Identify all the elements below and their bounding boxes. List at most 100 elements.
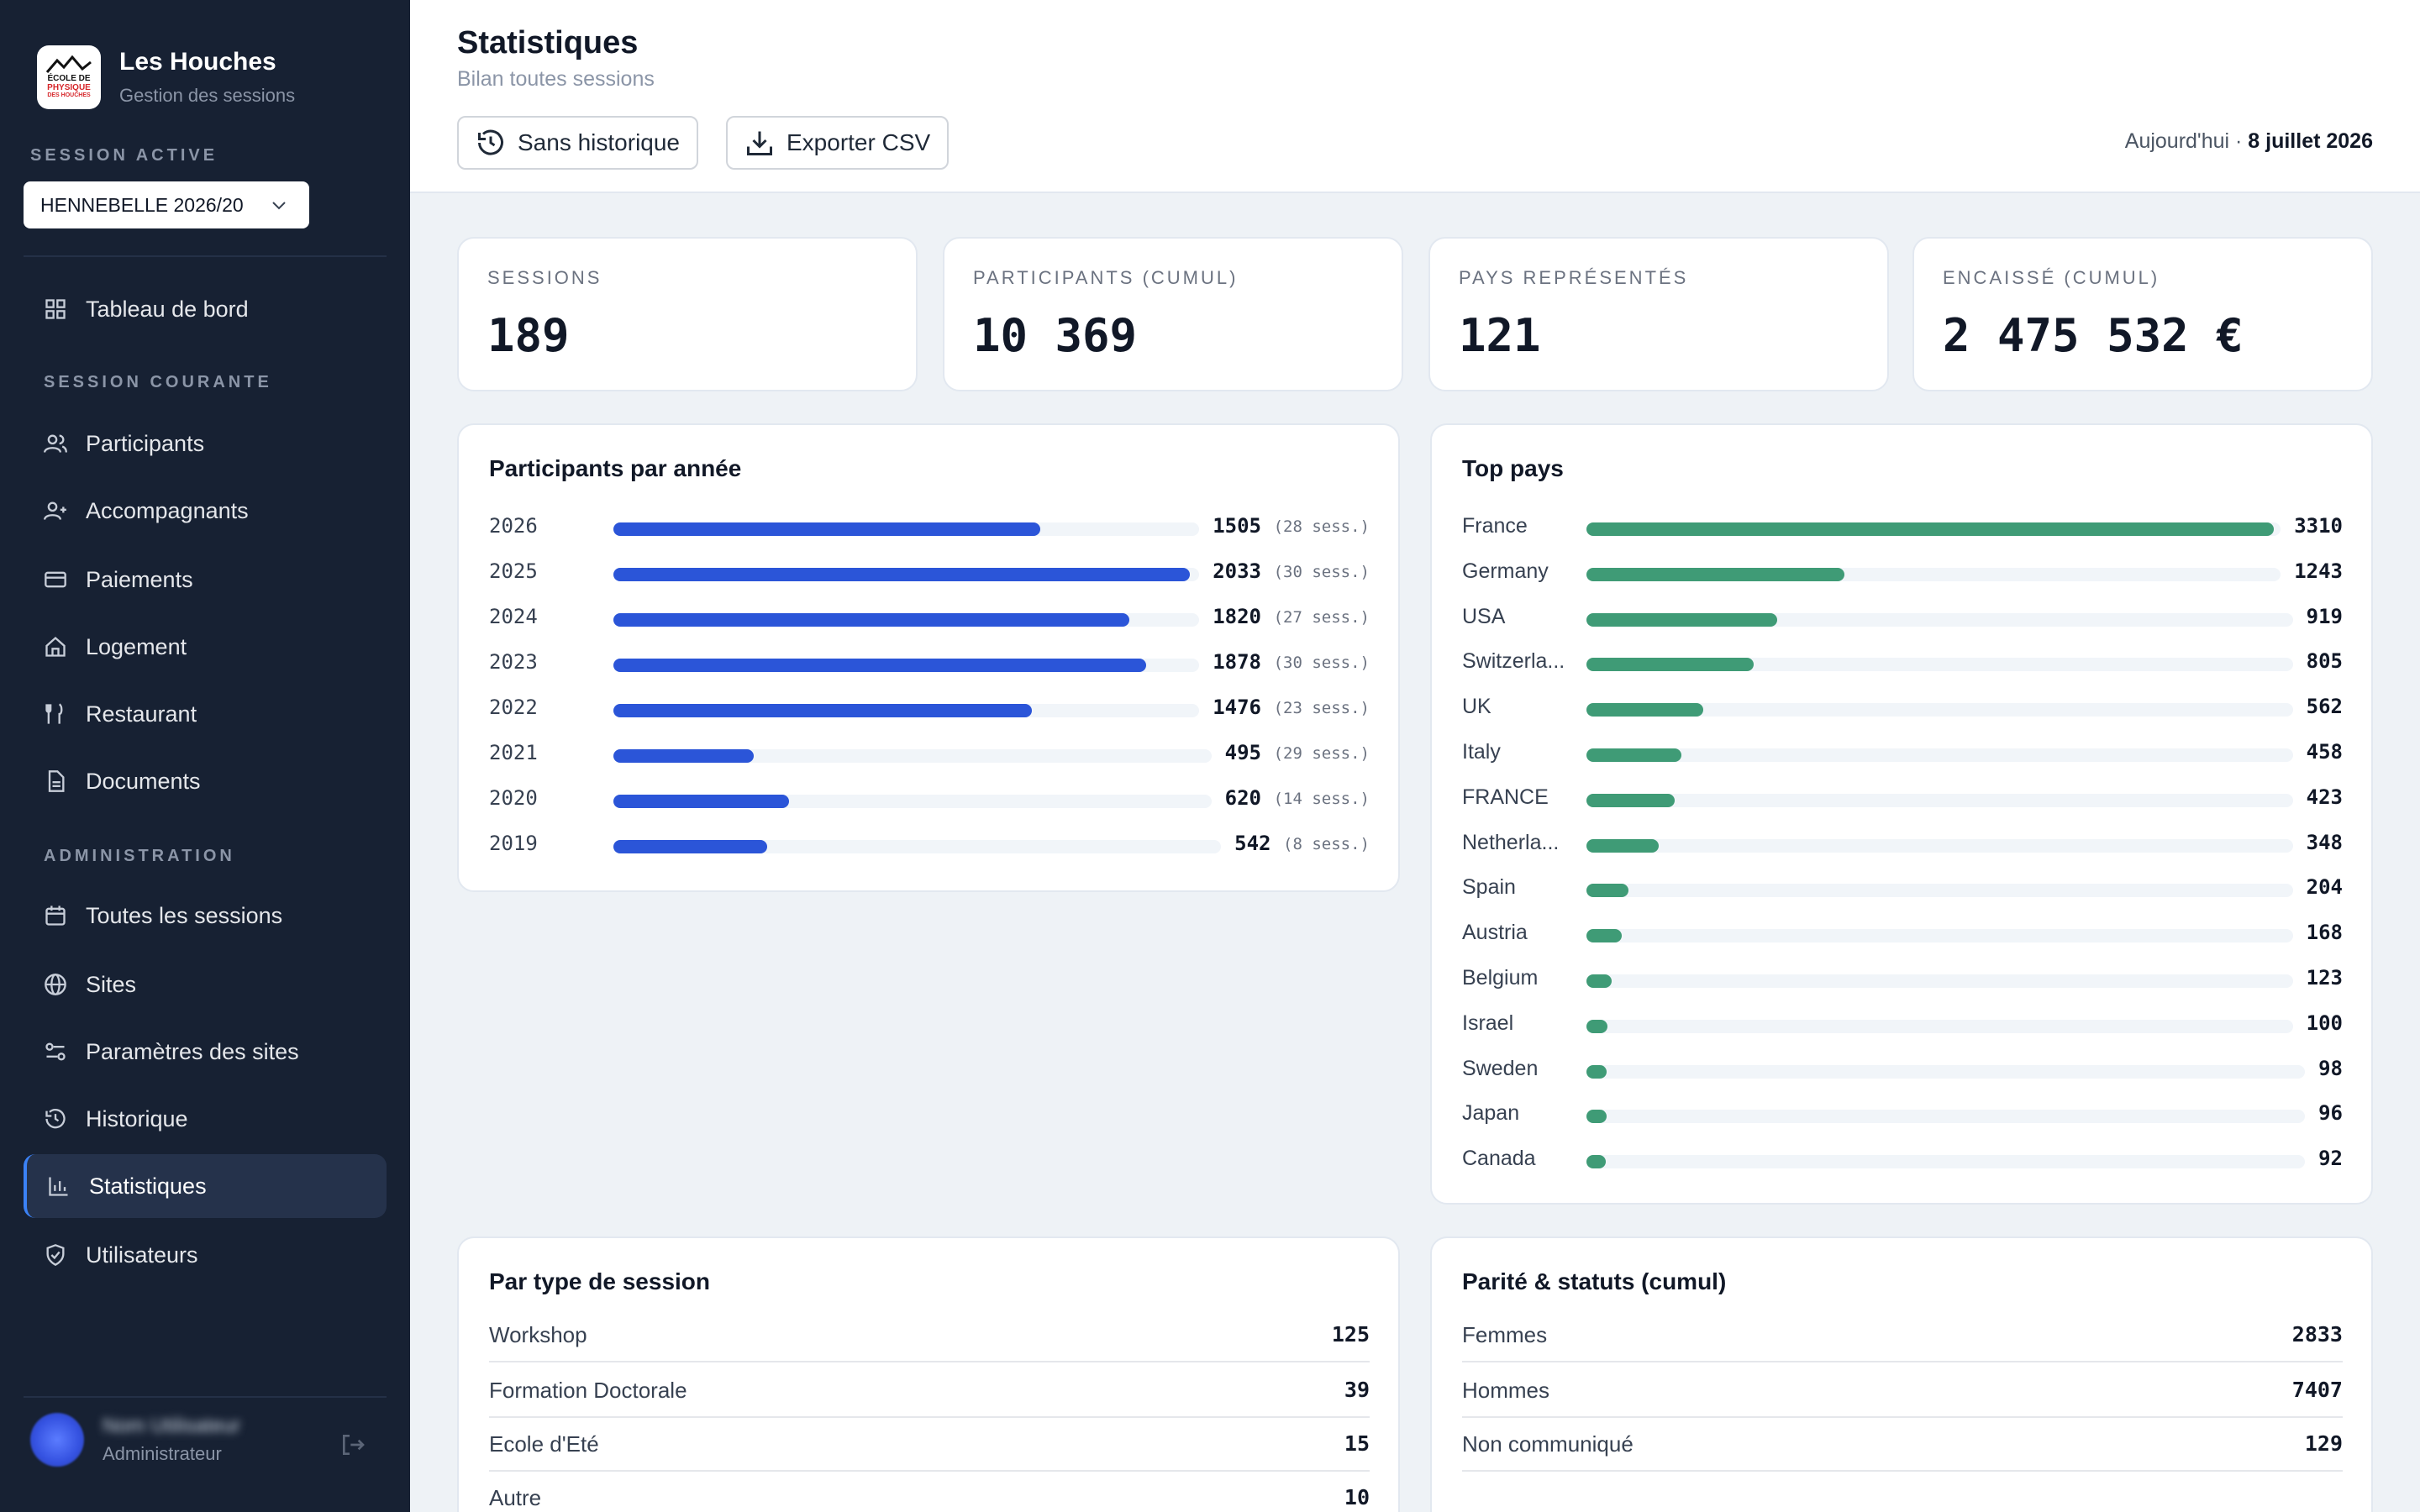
bar-session-count: (28 sess.) xyxy=(1273,517,1370,536)
nav-utilisateurs-label: Utilisateurs xyxy=(86,1242,198,1268)
bar-row: 2025 2033 (30 sess.) xyxy=(489,554,1370,588)
export-csv-button[interactable]: Exporter CSV xyxy=(726,116,950,170)
nav-restaurant[interactable]: Restaurant xyxy=(24,682,387,746)
kpi-value: 10 369 xyxy=(973,309,1138,362)
bar-row: France 3310 xyxy=(1462,509,2343,543)
nav-restaurant-label: Restaurant xyxy=(86,701,197,727)
nav-parametres-sites[interactable]: Paramètres des sites xyxy=(24,1020,387,1084)
brand[interactable]: ÉCOLE DE PHYSIQUE DES HOUCHES Les Houche… xyxy=(37,45,295,109)
list-item-label: Autre xyxy=(489,1485,542,1510)
history-toggle-button[interactable]: Sans historique xyxy=(457,116,699,170)
user-profile[interactable]: Nom Utilisateur Administrateur xyxy=(30,1413,240,1467)
nav-documents[interactable]: Documents xyxy=(24,749,387,813)
bar xyxy=(1586,929,1622,943)
nav-parametres-sites-label: Paramètres des sites xyxy=(86,1038,299,1064)
nav-participants[interactable]: Participants xyxy=(24,412,387,475)
document-icon xyxy=(48,770,65,792)
bar-row: 2024 1820 (27 sess.) xyxy=(489,600,1370,633)
top-countries-panel: Top pays France 3310 Germany 1243 USA 919 Swit… xyxy=(1430,423,2373,1205)
nav-sites-label: Sites xyxy=(86,971,137,997)
page-subtitle: Bilan toutes sessions xyxy=(457,67,655,91)
bar-label: Belgium xyxy=(1462,966,1539,990)
nav-accompagnants[interactable]: Accompagnants xyxy=(24,479,387,543)
list-item-value: 2833 xyxy=(2291,1322,2343,1347)
bar-value: 123 xyxy=(2306,966,2343,990)
panel-title: Parité & statuts (cumul) xyxy=(1462,1268,1727,1294)
bar-track xyxy=(1586,748,2293,762)
nav-dashboard[interactable]: Tableau de bord xyxy=(24,277,387,341)
bar xyxy=(613,840,767,853)
bar-label: Japan xyxy=(1462,1101,1520,1126)
nav-toutes-sessions-label: Toutes les sessions xyxy=(86,902,283,928)
panel-title: Participants par année xyxy=(489,455,742,481)
today-label: Aujourd'hui · xyxy=(2124,129,2249,153)
bar-session-count: (23 sess.) xyxy=(1273,699,1370,717)
bar-value: 423 xyxy=(2306,785,2343,809)
bar-track xyxy=(1586,567,2281,581)
utensils-icon xyxy=(45,703,63,724)
nav-historique[interactable]: Historique xyxy=(24,1087,387,1151)
bar-row: Switzerla... 805 xyxy=(1462,644,2343,678)
bar-row: Italy 458 xyxy=(1462,735,2343,769)
bar xyxy=(1586,567,1845,581)
shield-check-icon xyxy=(46,1244,65,1266)
bar-session-count: (30 sess.) xyxy=(1273,563,1370,581)
bar-track xyxy=(1586,522,2281,536)
nav-sites[interactable]: Sites xyxy=(24,953,387,1016)
bar-track xyxy=(1586,884,2293,898)
chevron-down-icon xyxy=(272,202,286,210)
bar-row: Netherla... 348 xyxy=(1462,826,2343,859)
bar-label: Israel xyxy=(1462,1011,1514,1035)
bar xyxy=(1586,1110,1607,1124)
bar-label: Canada xyxy=(1462,1147,1536,1171)
nav-statistiques[interactable]: Statistiques xyxy=(24,1154,387,1218)
user-plus-icon xyxy=(44,501,66,520)
bar xyxy=(1586,974,1612,988)
bar-row: Japan 96 xyxy=(1462,1096,2343,1130)
list-item-value: 15 xyxy=(1344,1431,1370,1456)
bar-row: 2019 542 (8 sess.) xyxy=(489,827,1370,860)
nav-paiements[interactable]: Paiements xyxy=(24,548,387,612)
logout-icon[interactable] xyxy=(339,1431,366,1458)
bar-label: FRANCE xyxy=(1462,785,1549,809)
bar-value: 495 xyxy=(1224,741,1261,764)
bar-value: 2033 xyxy=(1213,559,1261,583)
list-item-label: Workshop xyxy=(489,1322,587,1347)
nav-logement[interactable]: Logement xyxy=(24,615,387,679)
nav-utilisateurs[interactable]: Utilisateurs xyxy=(24,1223,387,1287)
bar-track xyxy=(613,659,1199,672)
bar-value: 96 xyxy=(2318,1101,2343,1126)
bar-row: 2020 620 (14 sess.) xyxy=(489,781,1370,815)
bar xyxy=(1586,658,1754,672)
bar-value: 92 xyxy=(2318,1147,2343,1171)
globe-icon xyxy=(45,974,66,995)
kpi-value: 189 xyxy=(487,309,570,362)
bar-track xyxy=(613,568,1199,581)
bar-row: Israel 100 xyxy=(1462,1006,2343,1040)
bar-track xyxy=(1586,974,2293,988)
nav-logement-label: Logement xyxy=(86,633,187,659)
bar-value: 1820 xyxy=(1213,605,1261,628)
bar xyxy=(1586,612,1778,627)
kpi-label: PAYS REPRÉSENTÉS xyxy=(1459,267,1689,288)
parity-panel: Parité & statuts (cumul) Femmes 2833 Homm… xyxy=(1430,1236,2373,1512)
bar-value: 919 xyxy=(2306,604,2343,628)
nav-accompagnants-label: Accompagnants xyxy=(86,497,249,523)
mountain-icon xyxy=(45,55,92,73)
users-icon xyxy=(44,434,67,453)
session-select[interactable]: HENNEBELLE 2026/20 xyxy=(24,181,309,228)
bar-label: 2026 xyxy=(489,514,538,538)
bar-label: Germany xyxy=(1462,559,1549,583)
bar-value: 620 xyxy=(1224,786,1261,810)
bar-track xyxy=(613,704,1199,717)
bar xyxy=(613,659,1146,672)
bar xyxy=(613,568,1190,581)
bar-value: 1476 xyxy=(1213,696,1261,719)
section-admin-label: ADMINISTRATION xyxy=(44,847,235,865)
nav-dashboard-label: Tableau de bord xyxy=(86,296,249,322)
bar-track xyxy=(1586,658,2293,672)
nav-toutes-sessions[interactable]: Toutes les sessions xyxy=(24,884,387,948)
bar-value: 1878 xyxy=(1213,650,1261,674)
bar-value: 168 xyxy=(2306,921,2343,945)
bar-row: Sweden 98 xyxy=(1462,1052,2343,1085)
